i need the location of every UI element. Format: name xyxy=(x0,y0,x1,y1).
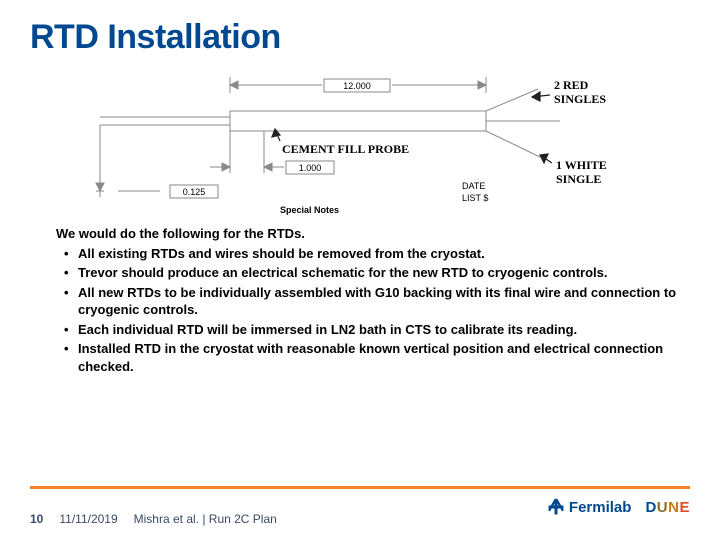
label-special-notes: Special Notes xyxy=(280,205,339,215)
label-white-single-1: 1 WHITE xyxy=(556,158,607,172)
intro-line: We would do the following for the RTDs. xyxy=(56,225,684,243)
slide-title: RTD Installation xyxy=(30,18,690,57)
slide-footer: 10 11/11/2019 Mishra et al. | Run 2C Pla… xyxy=(0,512,720,526)
footer-caption: Mishra et al. | Run 2C Plan xyxy=(134,512,277,526)
rtd-probe-diagram: 12.000 CEMENT FILL PROBE xyxy=(70,67,650,217)
list-item: All existing RTDs and wires should be re… xyxy=(56,245,684,263)
page-number: 10 xyxy=(30,512,43,526)
label-red-singles-1: 2 RED xyxy=(554,78,589,92)
fermilab-text: Fermilab xyxy=(569,499,632,516)
list-item: All new RTDs to be individually assemble… xyxy=(56,284,684,319)
logo-row: Fermilab DUNE xyxy=(547,498,690,516)
dim-0125: 0.125 xyxy=(183,187,206,197)
body-text: We would do the following for the RTDs. … xyxy=(30,225,690,375)
dune-logo: DUNE xyxy=(645,499,690,516)
list-item: Installed RTD in the cryostat with reaso… xyxy=(56,340,684,375)
footer-date: 11/11/2019 xyxy=(59,512,117,526)
dim-12: 12.000 xyxy=(343,81,371,91)
bullet-list: All existing RTDs and wires should be re… xyxy=(56,245,684,376)
label-date: DATE xyxy=(462,181,485,191)
slide: RTD Installation 12.000 xyxy=(0,0,720,540)
dim-1: 1.000 xyxy=(299,163,322,173)
label-red-singles-2: SINGLES xyxy=(554,92,606,106)
diagram-container: 12.000 CEMENT FILL PROBE xyxy=(30,67,690,217)
fermilab-logo: Fermilab xyxy=(547,498,632,516)
fermilab-icon xyxy=(547,498,565,516)
footer-divider xyxy=(30,486,690,489)
label-white-single-2: SINGLE xyxy=(556,172,601,186)
label-cement-fill-probe: CEMENT FILL PROBE xyxy=(282,142,409,156)
list-item: Each individual RTD will be immersed in … xyxy=(56,321,684,339)
label-list: LIST $ xyxy=(462,193,488,203)
list-item: Trevor should produce an electrical sche… xyxy=(56,264,684,282)
